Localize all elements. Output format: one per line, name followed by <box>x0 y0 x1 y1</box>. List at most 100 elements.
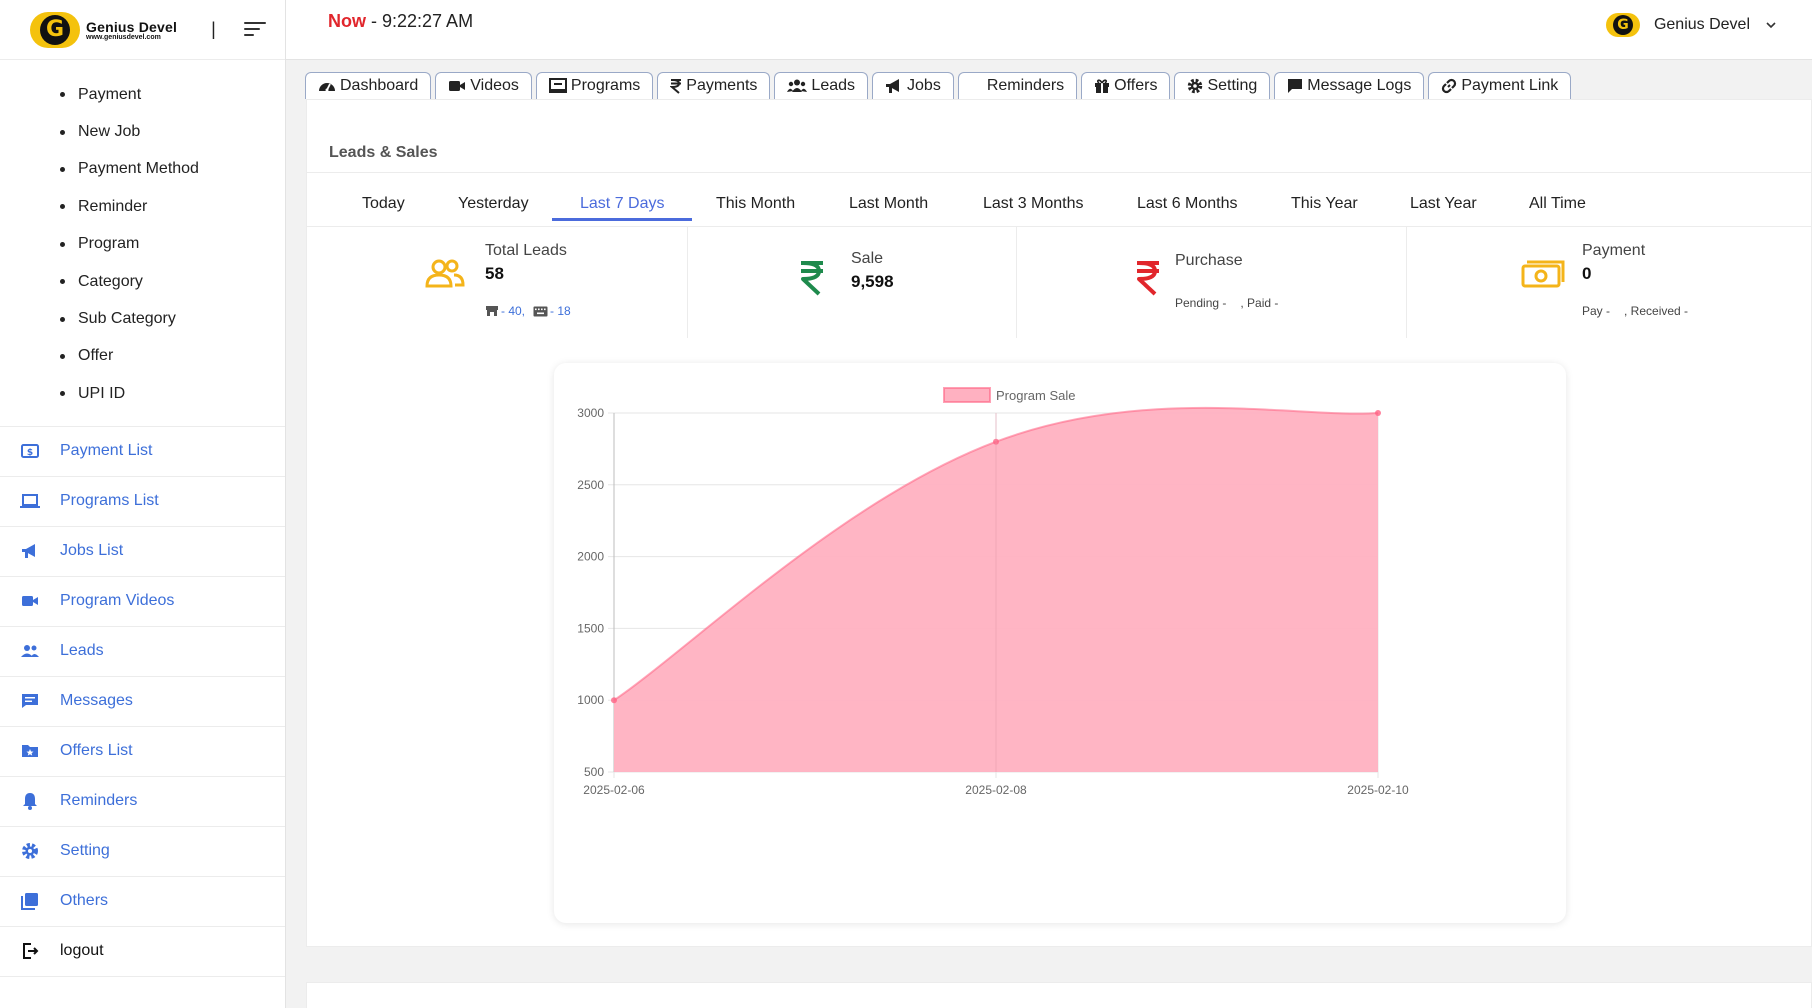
range-last-year[interactable]: Last Year <box>1410 195 1477 212</box>
keyboard-count[interactable]: - 18 <box>550 304 571 318</box>
tab-programs[interactable]: Programs <box>535 72 654 99</box>
section-title: Leads & Sales <box>329 144 438 161</box>
submenu-item-reminder[interactable]: Reminder <box>0 188 285 225</box>
submenu-item-offer[interactable]: Offer <box>0 338 285 375</box>
sidebar-item-others[interactable]: Others <box>0 877 285 927</box>
range-today[interactable]: Today <box>362 195 405 212</box>
tab-payments[interactable]: Payments <box>657 72 771 99</box>
settings-submenu: Payment New Job Payment Method Reminder … <box>0 60 285 413</box>
submenu-item-program[interactable]: Program <box>0 226 285 263</box>
paid-label: , Paid - <box>1240 296 1279 310</box>
chevron-down-icon <box>1766 22 1776 29</box>
avatar: G <box>1605 13 1640 37</box>
user-name: Genius Devel <box>1653 16 1750 33</box>
sidebar-item-label: Leads <box>60 642 104 660</box>
brand-logo[interactable]: G <box>30 11 80 48</box>
store-count[interactable]: - 40, <box>501 304 526 318</box>
data-point <box>611 697 617 704</box>
tab-jobs[interactable]: Jobs <box>872 72 954 99</box>
brand-name: Genius Devel <box>86 18 178 35</box>
tab-leads[interactable]: Leads <box>774 72 869 99</box>
tab-label: Payment Link <box>1461 77 1559 94</box>
submenu-item-new-job[interactable]: New Job <box>0 113 285 150</box>
dashboard-icon <box>319 83 335 92</box>
message-icon <box>20 692 40 710</box>
range-all-time[interactable]: All Time <box>1529 195 1586 212</box>
range-last-7-days[interactable]: Last 7 Days <box>551 195 694 221</box>
tab-payment-link[interactable]: Payment Link <box>1428 72 1572 99</box>
stat-label: Purchase <box>1175 252 1243 269</box>
sidebar-item-jobs-list[interactable]: Jobs List <box>0 527 285 577</box>
stack-icon <box>20 892 40 911</box>
stat-value: 58 <box>485 264 504 283</box>
stat-label: Sale <box>851 250 884 267</box>
sidebar-item-leads[interactable]: Leads <box>0 627 285 677</box>
program-icon <box>548 78 567 93</box>
range-yesterday[interactable]: Yesterday <box>458 195 529 212</box>
submenu-item-upi-id[interactable]: UPI ID <box>0 375 285 412</box>
submenu-item-category[interactable]: Category <box>0 263 285 300</box>
sidebar-item-logout[interactable]: logout <box>0 927 285 977</box>
tab-offers[interactable]: Offers <box>1081 72 1171 99</box>
bullhorn-icon <box>886 79 900 93</box>
sidebar-item-payment-list[interactable]: $ Payment List <box>0 427 285 477</box>
brand-divider: | <box>211 19 216 39</box>
tab-dashboard[interactable]: Dashboard <box>305 72 432 99</box>
tab-message-logs[interactable]: Message Logs <box>1274 72 1425 99</box>
submenu-item-payment-method[interactable]: Payment Method <box>0 151 285 188</box>
legend-label: Program Sale <box>996 388 1075 403</box>
sidebar-item-setting[interactable]: Setting <box>0 827 285 877</box>
stat-breakdown: - 40, - 18 <box>485 304 571 318</box>
tab-setting[interactable]: Setting <box>1174 72 1271 99</box>
pay-label: Pay - <box>1582 304 1611 318</box>
y-tick-label: 500 <box>584 765 604 779</box>
video-camera-icon <box>20 592 40 610</box>
tab-reminders[interactable]: Reminders <box>957 72 1078 99</box>
sidebar-item-label: Programs List <box>60 492 159 510</box>
pending-label: Pending - <box>1175 296 1227 310</box>
y-tick-label: 1500 <box>577 621 604 635</box>
program-sale-chart: 500 1000 1500 2000 2500 3000 2025-02-06 2025-02… <box>554 363 1566 923</box>
money-icon <box>1521 260 1565 288</box>
sidebar-item-reminders[interactable]: Reminders <box>0 777 285 827</box>
sidebar-item-program-videos[interactable]: Program Videos <box>0 577 285 627</box>
range-last-3-months[interactable]: Last 3 Months <box>983 195 1084 212</box>
top-tabs: Dashboard Videos Programs Payments Leads… <box>305 72 1572 99</box>
range-last-6-months[interactable]: Last 6 Months <box>1137 195 1238 212</box>
rupee-icon <box>670 79 682 94</box>
tab-label: Message Logs <box>1307 77 1412 94</box>
submenu-item-payment[interactable]: Payment <box>0 76 285 113</box>
tab-label: Leads <box>811 77 856 94</box>
data-point <box>1375 410 1381 416</box>
stat-breakdown: Pending - , Paid - <box>1175 296 1278 310</box>
link-icon <box>1442 78 1457 94</box>
range-last-month[interactable]: Last Month <box>849 195 929 212</box>
x-tick-label: 2025-02-08 <box>965 783 1027 797</box>
received-label: , Received - <box>1624 304 1689 318</box>
sidebar-item-programs-list[interactable]: Programs List <box>0 477 285 527</box>
sidebar-item-offers-list[interactable]: Offers List <box>0 727 285 777</box>
submenu-item-sub-category[interactable]: Sub Category <box>0 300 285 337</box>
range-this-month[interactable]: This Month <box>716 195 796 212</box>
logo-g-icon: G <box>1612 15 1633 35</box>
brand: G Genius Devel www.geniusdevel.com | <box>0 0 285 60</box>
sidebar-item-messages[interactable]: Messages <box>0 677 285 727</box>
logo-g-icon: G <box>40 14 70 45</box>
people-icon <box>20 642 40 660</box>
user-menu[interactable]: G Genius Devel <box>1605 13 1776 37</box>
tab-videos[interactable]: Videos <box>435 72 532 99</box>
tab-label: Reminders <box>986 77 1065 94</box>
sidebar-item-label: Messages <box>60 692 133 710</box>
sidebar-item-label: Offers List <box>60 742 133 760</box>
menu-toggle-icon[interactable] <box>243 21 268 38</box>
keyboard-icon <box>533 306 548 316</box>
stat-label: Total Leads <box>485 242 567 259</box>
tab-label: Videos <box>470 77 519 94</box>
users-icon <box>425 259 465 288</box>
time-value: - 9:22:27 AM <box>366 11 474 31</box>
top-header: Now - 9:22:27 AM G Genius Devel <box>286 0 1812 60</box>
range-this-year[interactable]: This Year <box>1291 195 1358 212</box>
logout-icon <box>20 942 40 960</box>
second-card <box>306 982 1812 1008</box>
sidebar-item-label: logout <box>60 942 104 960</box>
